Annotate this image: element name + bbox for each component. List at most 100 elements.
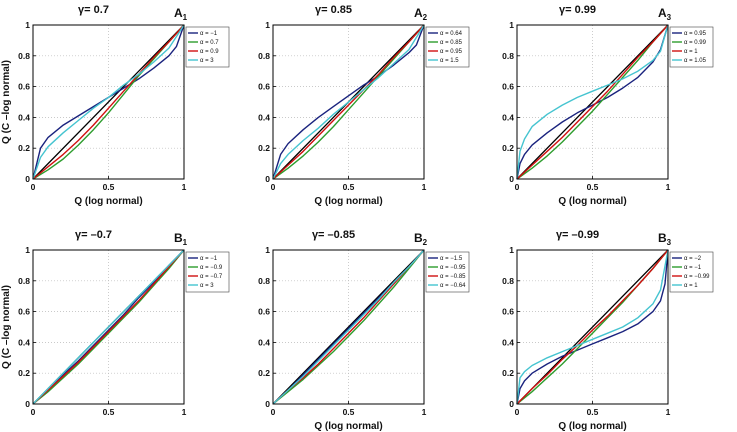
y-tick-label: 0.8 [18,51,30,61]
legend: α = −1 α = −0.9 α = −0.7 α = 3 [185,251,230,293]
chart-title: γ= –0.99 [556,229,599,241]
panel-label: A1 [174,6,188,22]
legend: α = −2 α = −1 α = −0.99 α = 1 [669,251,714,293]
legend-entry: α = −0.95 [440,265,466,271]
x-tick-label: 0 [515,182,520,192]
x-axis-label: Q (log normal) [558,421,626,432]
y-tick-label: 0.2 [18,143,30,153]
panel-b1: 0 0.2 0.4 0.6 0.8 1 0 0.5 1 γ= –0.7 B1 Q (C –log no… [1,229,230,417]
panel-label: B2 [414,231,428,247]
y-tick-label: 0 [25,174,30,184]
y-tick-label: 0 [509,174,514,184]
y-tick-label: 0.6 [258,307,270,317]
series-line-2 [272,24,425,180]
legend-entry: α = −1 [684,265,702,271]
x-tick-label: 0.5 [343,182,355,192]
legend-entry: α = 0.95 [440,49,463,55]
y-tick-label: 0.2 [502,368,514,378]
reference-line [516,24,669,180]
series-line-4 [272,249,425,405]
y-tick-label: 0.4 [258,337,270,347]
y-tick-label: 1 [25,20,30,30]
x-tick-label: 0 [31,407,36,417]
series-line-4 [32,249,185,405]
legend-entry: α = 0.95 [684,31,707,37]
y-tick-label: 0.2 [502,143,514,153]
legend-entry: α = 0.99 [684,40,707,46]
panel-label: A3 [658,6,672,22]
x-tick-label: 1 [422,182,427,192]
y-tick-label: 0.2 [258,368,270,378]
panel-label: A2 [414,6,428,22]
x-tick-label: 0.5 [587,182,599,192]
reference-line [272,249,425,405]
legend-entry: α = −2 [684,256,702,262]
series-line-3 [516,249,669,405]
y-tick-label: 0 [265,399,270,409]
legend-entry: α = 1.05 [684,58,707,64]
x-tick-label: 0.5 [103,182,115,192]
legend-entry: α = 3 [200,58,214,64]
chart-title: γ= –0.7 [75,229,112,241]
panel-b3: 0 0.2 0.4 0.6 0.8 1 0 0.5 1 γ= –0.99 B3 Q (log norm… [502,229,714,432]
y-tick-label: 0.8 [258,51,270,61]
x-tick-label: 0.5 [587,407,599,417]
x-tick-label: 1 [182,182,187,192]
legend-entry: α = −0.85 [440,274,466,280]
series-line-3 [32,24,185,180]
x-tick-label: 1 [182,407,187,417]
legend-entry: α = 0.7 [200,40,219,46]
y-tick-label: 1 [509,245,514,255]
y-axis-label: Q (C –log normal) [1,285,12,369]
x-tick-label: 0 [271,407,276,417]
legend-entry: α = 1 [684,283,698,289]
series-line-1 [32,249,185,405]
y-axis-label: Q (C –log normal) [1,60,12,144]
y-tick-label: 0.8 [18,276,30,286]
series-line-4 [272,24,425,180]
legend-entry: α = −1 [200,31,218,37]
y-tick-label: 0.8 [502,276,514,286]
legend-entry: α = 0.9 [200,49,219,55]
x-axis-label: Q (log normal) [74,196,142,207]
series-line-1 [516,24,669,180]
chart-title: γ= 0.99 [559,4,596,16]
chart-title: γ= 0.7 [78,4,109,16]
series-line-2 [272,249,425,405]
y-tick-label: 0.8 [258,276,270,286]
series-line-3 [272,249,425,405]
x-tick-label: 1 [666,407,671,417]
series-line-2 [32,24,185,180]
y-tick-label: 0.2 [258,143,270,153]
legend-entry: α = 1 [684,49,698,55]
y-tick-label: 0.6 [18,307,30,317]
y-tick-label: 0 [265,174,270,184]
x-axis-label: Q (log normal) [314,421,382,432]
legend: α = 0.64 α = 0.85 α = 0.95 α = 1.5 [425,26,470,68]
y-tick-label: 0.8 [502,51,514,61]
y-tick-label: 0.4 [258,112,270,122]
series-line-1 [272,24,425,180]
series-line-3 [272,24,425,180]
series-line-1 [516,249,669,405]
legend-entry: α = 3 [200,283,214,289]
x-axis-label: Q (log normal) [558,196,626,207]
x-tick-label: 0 [31,182,36,192]
y-tick-label: 0.2 [18,368,30,378]
legend-entry: α = 1.5 [440,58,459,64]
x-tick-label: 0.5 [343,407,355,417]
y-tick-label: 0.6 [502,82,514,92]
panel-label: B3 [658,231,672,247]
x-tick-label: 1 [666,182,671,192]
y-tick-label: 0 [25,399,30,409]
series-line-4 [516,249,669,405]
y-tick-label: 0 [509,399,514,409]
reference-line [516,249,669,405]
panel-a2: 0 0.2 0.4 0.6 0.8 1 0 0.5 1 γ= 0.85 A2 Q (log norma… [258,4,470,207]
legend: α = −1.5 α = −0.95 α = −0.85 α = −0.64 [425,251,470,293]
chart-title: γ= –0.85 [312,229,355,241]
legend-entry: α = −0.7 [200,274,223,280]
legend-entry: α = −0.9 [200,265,223,271]
legend: α = 0.95 α = 0.99 α = 1 α = 1.05 [669,26,714,68]
